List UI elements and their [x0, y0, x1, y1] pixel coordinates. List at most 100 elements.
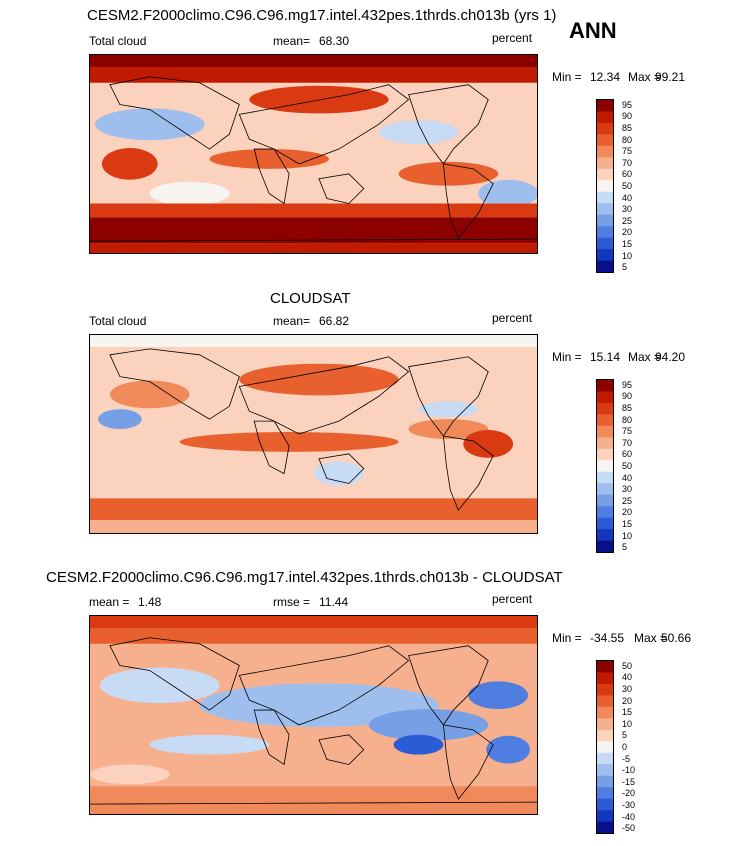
colorbar-tick-label: 75 — [622, 146, 633, 157]
colorbar-tick-label: 60 — [622, 169, 633, 180]
colorbar-tick-label: 30 — [622, 684, 633, 694]
colorbar-swatch — [597, 111, 613, 124]
colorbar-swatch — [597, 145, 613, 158]
panel3-title: CESM2.F2000climo.C96.C96.mg17.intel.432p… — [46, 569, 563, 586]
colorbar-tick-label: 50 — [622, 461, 633, 471]
panel2-variable-label: Total cloud — [89, 314, 147, 328]
panel1-mean-label: mean= — [273, 34, 311, 48]
colorbar-swatch — [597, 775, 613, 788]
colorbar-tick-label: 90 — [622, 391, 633, 402]
colorbar-tick-label: 5 — [622, 542, 628, 553]
panel3-max-value: 50.66 — [661, 631, 692, 645]
colorbar-swatch — [597, 729, 613, 742]
panel1-units: percent — [492, 31, 533, 45]
panel3-max-label: Max = — [634, 631, 668, 645]
colorbar-tick-label: 80 — [622, 134, 633, 145]
colorbar-swatch — [597, 134, 613, 147]
panel3-map — [89, 615, 538, 815]
colorbar-tick-label: 15 — [622, 239, 633, 249]
colorbar-swatch — [597, 718, 613, 731]
colorbar-tick-label: 70 — [622, 437, 633, 448]
panel2-units: percent — [492, 311, 533, 325]
colorbar-tick-label: 80 — [622, 414, 633, 425]
panel2-colorbar-swatches — [597, 380, 613, 553]
colorbar-tick-label: 20 — [622, 695, 633, 706]
colorbar-tick-label: 20 — [622, 227, 633, 238]
colorbar-tick-label: 30 — [622, 484, 633, 495]
colorbar-swatch — [597, 226, 613, 238]
colorbar-tick-label: 10 — [622, 530, 633, 541]
colorbar-tick-label: 60 — [622, 449, 633, 460]
colorbar-swatch — [597, 683, 613, 696]
colorbar-swatch — [597, 122, 613, 135]
colorbar-swatch — [597, 425, 613, 438]
colorbar-swatch — [597, 249, 613, 261]
colorbar-swatch — [597, 260, 613, 273]
panel3-min-value: -34.55 — [590, 631, 625, 645]
colorbar-tick-label: 10 — [622, 718, 633, 729]
colorbar-swatch — [597, 191, 613, 204]
colorbar-swatch — [597, 437, 613, 450]
colorbar-tick-label: 5 — [622, 262, 628, 273]
panel1-min-value: 12.34 — [590, 70, 621, 84]
colorbar-tick-label: 95 — [622, 99, 633, 110]
colorbar-tick-label: -5 — [622, 753, 631, 764]
colorbar-tick-label: 40 — [622, 192, 633, 203]
panel1-field — [90, 55, 537, 253]
panel2-map — [89, 334, 538, 534]
colorbar-swatch — [597, 391, 613, 404]
panel1-max-value: 99.21 — [655, 70, 686, 84]
colorbar-swatch — [597, 798, 613, 811]
colorbar-swatch — [597, 414, 613, 427]
panel3-mean-label: mean = — [89, 595, 130, 609]
colorbar-swatch — [597, 203, 613, 215]
colorbar-swatch — [597, 787, 613, 799]
colorbar-swatch — [597, 741, 613, 754]
colorbar-swatch — [597, 168, 613, 181]
colorbar-tick-label: -50 — [622, 823, 636, 834]
colorbar-swatch — [597, 540, 613, 553]
colorbar-tick-label: 40 — [622, 672, 633, 683]
colorbar-swatch — [597, 494, 613, 507]
panel1-variable-label: Total cloud — [89, 34, 147, 48]
colorbar-tick-label: 70 — [622, 157, 633, 168]
colorbar-tick-label: 40 — [622, 472, 633, 483]
colorbar-tick-label: 25 — [622, 215, 633, 226]
colorbar-swatch — [597, 471, 613, 484]
season-label: ANN — [569, 18, 617, 43]
panel1-map — [89, 54, 538, 254]
panel2-colorbar — [596, 379, 614, 553]
colorbar-tick-label: -30 — [622, 800, 636, 810]
colorbar-swatch — [597, 460, 613, 473]
panel3-mean-value: 1.48 — [138, 595, 162, 609]
colorbar-swatch — [597, 661, 613, 673]
colorbar-swatch — [597, 214, 613, 227]
panel2-min-label: Min = — [552, 350, 582, 364]
colorbar-tick-label: 20 — [622, 507, 633, 518]
panel2-min-value: 15.14 — [590, 350, 621, 364]
panel2-max-label: Max = — [628, 350, 662, 364]
colorbar-tick-label: 25 — [622, 495, 633, 506]
panel3-colorbar — [596, 660, 614, 834]
panel3-units: percent — [492, 592, 533, 606]
panel1-mean-value: 68.30 — [319, 34, 350, 48]
colorbar-swatch — [597, 764, 613, 776]
colorbar-swatch — [597, 506, 613, 518]
colorbar-tick-label: 10 — [622, 250, 633, 261]
panel2-field — [90, 335, 537, 533]
panel1-colorbar — [596, 99, 614, 273]
panel1-min-label: Min = — [552, 70, 582, 84]
colorbar-tick-label: 85 — [622, 123, 633, 133]
colorbar-tick-label: 30 — [622, 204, 633, 215]
colorbar-tick-label: 85 — [622, 403, 633, 413]
colorbar-swatch — [597, 380, 613, 392]
colorbar-swatch — [597, 706, 613, 719]
colorbar-tick-label: 15 — [622, 707, 633, 718]
panel3-rmse-value: 11.44 — [319, 595, 349, 609]
colorbar-tick-label: 50 — [622, 181, 633, 191]
colorbar-swatch — [597, 100, 613, 112]
panel3-colorbar-swatches — [597, 661, 613, 834]
panel2-mean-label: mean= — [273, 314, 311, 328]
colorbar-tick-label: -40 — [622, 811, 636, 822]
panel3-min-label: Min = — [552, 631, 582, 645]
